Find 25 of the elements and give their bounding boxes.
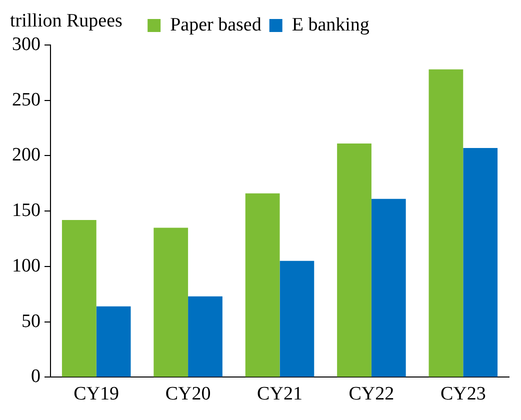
y-tick-label: 150	[12, 200, 40, 222]
legend-label: Paper based	[170, 14, 262, 36]
y-tick-label: 300	[12, 34, 40, 55]
x-tick-label: CY20	[165, 384, 211, 405]
bar	[188, 296, 222, 377]
y-tick-label: 0	[31, 366, 40, 388]
y-tick-label: 200	[12, 144, 40, 166]
bar	[428, 69, 464, 377]
bar	[245, 193, 280, 377]
bar	[96, 306, 131, 377]
bar	[371, 198, 406, 377]
x-tick-label: CY23	[440, 384, 486, 405]
bar	[154, 228, 188, 377]
bar	[280, 260, 314, 377]
y-tick-label: 250	[12, 89, 40, 110]
y-tick-label: 100	[12, 255, 40, 276]
x-tick-label: CY19	[74, 384, 120, 405]
bar	[337, 144, 372, 377]
y-axis-title: trillion Rupees	[10, 10, 122, 32]
bar	[463, 148, 498, 377]
x-tick-label: CY21	[257, 384, 302, 405]
y-tick-label: 50	[22, 310, 40, 332]
x-tick-label: CY22	[348, 384, 394, 405]
legend-label: E banking	[292, 14, 370, 36]
bar	[62, 220, 96, 377]
